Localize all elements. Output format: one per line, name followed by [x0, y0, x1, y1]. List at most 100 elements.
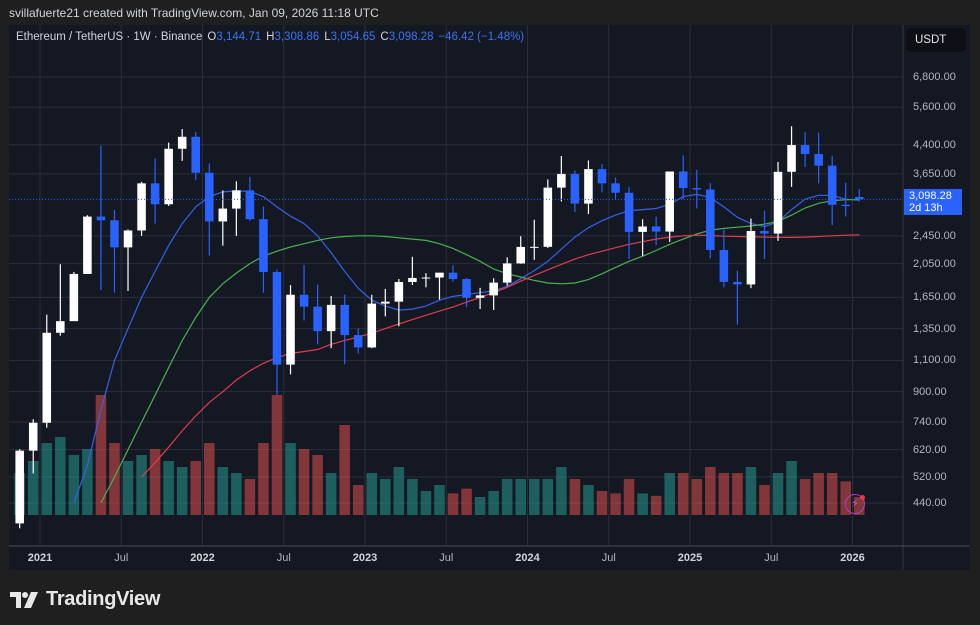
- candle-body: [787, 145, 796, 172]
- candle-body: [272, 271, 282, 365]
- candle-body: [638, 226, 647, 232]
- candle-body: [448, 272, 458, 280]
- tradingview-logo-icon: [10, 591, 38, 608]
- price-tick-label: 6,800.00: [913, 71, 956, 83]
- high-label: H: [266, 31, 275, 43]
- candle-body: [218, 208, 228, 222]
- candle-body: [719, 249, 729, 282]
- candle-body: [435, 272, 444, 278]
- volume-bars: [14, 395, 865, 515]
- volume-bar: [474, 497, 486, 515]
- volume-bar: [339, 425, 350, 515]
- volume-bar: [325, 473, 337, 515]
- candle-body: [611, 183, 620, 193]
- candle-body: [408, 277, 417, 283]
- volume-bar: [650, 495, 662, 515]
- price-tick-label: 2,050.00: [913, 257, 956, 270]
- candle-body: [543, 187, 553, 247]
- brand-name: TradingView: [46, 588, 161, 610]
- candle-body: [56, 321, 65, 333]
- volume-bar: [298, 449, 310, 515]
- candle-body: [123, 230, 133, 248]
- volume-bar: [529, 479, 540, 515]
- candle-body: [557, 173, 566, 188]
- candle-body: [340, 304, 349, 336]
- volume-bar: [610, 493, 621, 515]
- volume-bar: [488, 491, 499, 515]
- price-tick-label: 1,650.00: [913, 291, 956, 304]
- volume-bar: [68, 455, 80, 515]
- volume-bar: [569, 479, 581, 515]
- volume-bar: [772, 473, 784, 515]
- price-tick-label: 740.00: [913, 416, 947, 429]
- candle-body: [205, 172, 214, 222]
- volume-bar: [258, 443, 269, 515]
- candle-body: [516, 246, 525, 264]
- volume-bar: [82, 449, 93, 515]
- volume-bar: [393, 467, 405, 515]
- candle-body: [367, 303, 377, 348]
- tradingview-logo: TradingView: [10, 588, 160, 611]
- volume-bar: [677, 473, 689, 515]
- candle-body: [570, 173, 580, 204]
- candle-body: [855, 196, 864, 200]
- volume-bar: [407, 479, 418, 515]
- change-value: −46.42 (−1.48%): [438, 31, 525, 43]
- time-tick-label: 2023: [352, 552, 378, 564]
- volume-bar: [786, 461, 797, 515]
- volume-bar: [434, 485, 445, 515]
- price-tick-label: 1,100.00: [913, 354, 956, 367]
- time-tick-label: Jul: [114, 552, 129, 564]
- candle-body: [110, 220, 119, 248]
- volume-bar: [664, 473, 675, 515]
- candle-body: [299, 294, 309, 307]
- volume-bar: [352, 485, 364, 515]
- price-tick-label: 520.00: [913, 471, 947, 484]
- volume-bar: [596, 491, 608, 515]
- candle-body: [692, 187, 702, 190]
- currency-button[interactable]: USDT: [906, 28, 966, 52]
- volume-bar: [542, 479, 554, 515]
- candles: [15, 126, 864, 529]
- lightning-icon[interactable]: ⚡︎: [845, 494, 865, 514]
- candle-body: [827, 165, 837, 205]
- candle-body: [502, 263, 512, 283]
- candle-body: [177, 136, 187, 149]
- candle-body: [733, 281, 742, 285]
- price-tick-label: 5,600.00: [913, 101, 956, 114]
- candle-body: [760, 230, 769, 234]
- chart-credit: svillafuerte21 created with TradingView.…: [9, 6, 379, 20]
- volume-bar: [163, 461, 174, 515]
- candle-body: [232, 190, 241, 209]
- volume-bar: [623, 479, 635, 515]
- price-tick-label: 2,450.00: [913, 229, 956, 242]
- volume-bar: [380, 479, 391, 515]
- time-tick-label: Jul: [276, 552, 291, 564]
- volume-bar: [231, 473, 242, 515]
- time-tick-label: 2025: [677, 552, 703, 564]
- close-label: C: [380, 31, 389, 43]
- volume-bar: [204, 443, 215, 515]
- time-tick-label: 2026: [840, 552, 865, 564]
- volume-bar: [366, 473, 378, 515]
- bar-countdown: 2d 13h: [909, 202, 943, 215]
- time-tick-label: 2022: [190, 552, 215, 564]
- candle-body: [394, 282, 404, 302]
- candle-body: [800, 145, 810, 155]
- volume-bar: [826, 473, 838, 515]
- moving-average-line: [73, 190, 860, 504]
- notification-dot: [860, 495, 865, 500]
- candle-body: [421, 277, 431, 279]
- price-tick-label: 1,350.00: [913, 322, 956, 335]
- candle-body: [353, 335, 363, 348]
- price-tick-label: 3,650.00: [913, 167, 956, 180]
- candle-body: [137, 183, 146, 231]
- volume-bar: [149, 449, 161, 515]
- open-value: 3,144.71: [216, 31, 262, 43]
- volume-bar: [41, 443, 53, 515]
- symbol-label[interactable]: Ethereum / TetherUS · 1W · Binance: [16, 31, 203, 43]
- volume-bar: [190, 461, 201, 515]
- candle-body: [150, 183, 160, 205]
- volume-bar: [705, 467, 716, 515]
